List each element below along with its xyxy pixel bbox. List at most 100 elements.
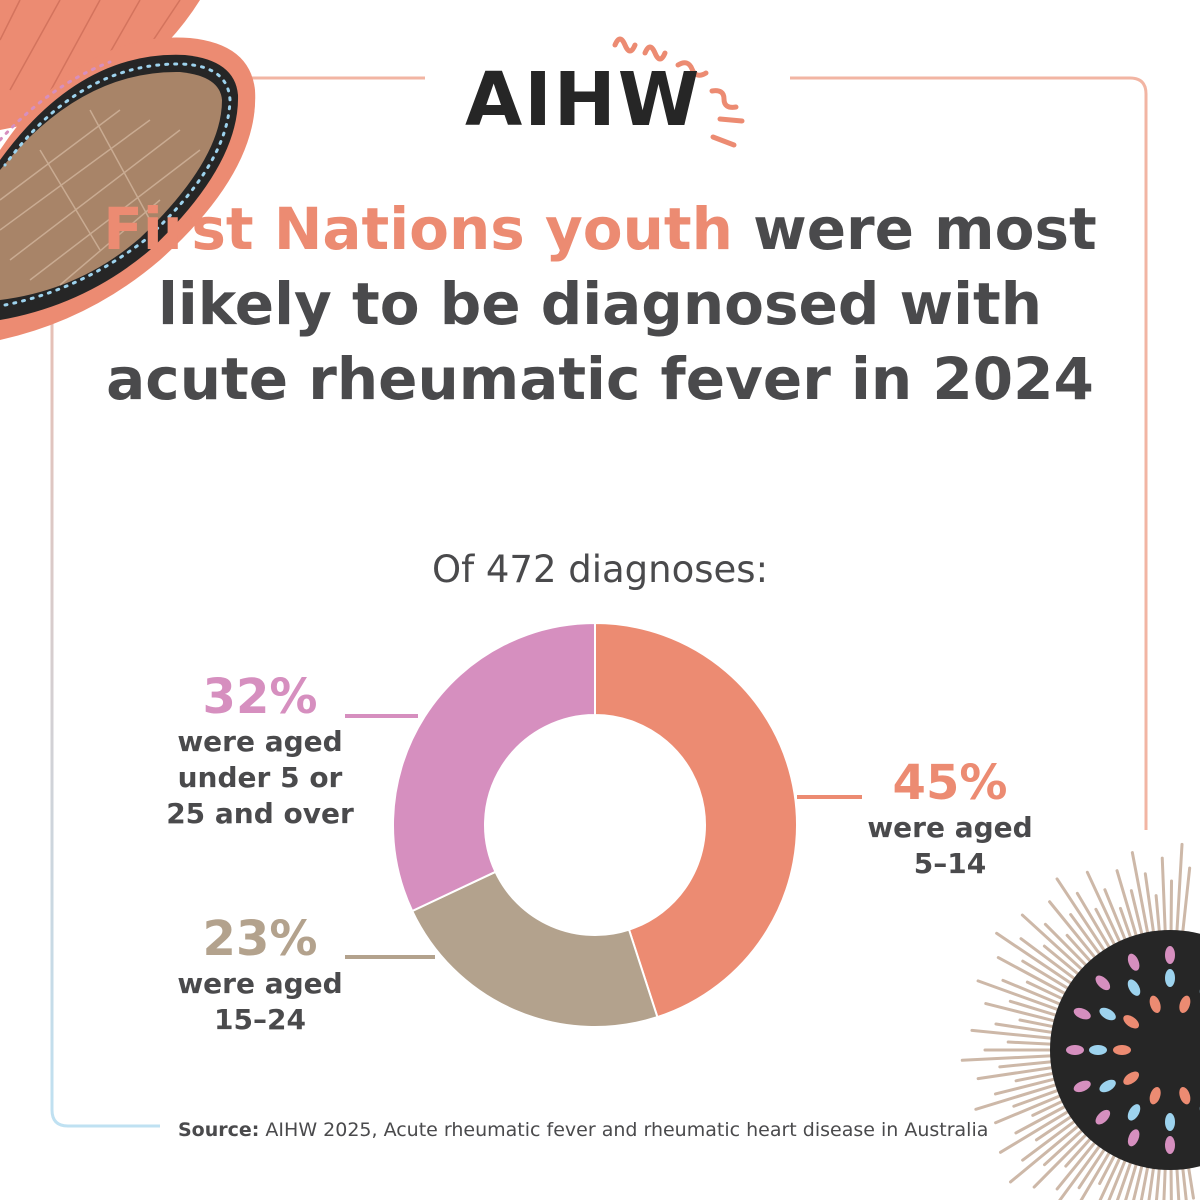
decorative-spike [1107, 1155, 1129, 1200]
label-age-5-14: 45% were aged 5–14 [840, 756, 1060, 882]
decorative-spike [1058, 1141, 1104, 1200]
decorative-dot [1099, 1079, 1116, 1093]
decorative-spike [974, 1082, 1062, 1111]
decorative-spike [1034, 1112, 1077, 1142]
decorative-spike [1008, 999, 1062, 1018]
aihw-logo: AIHW [430, 15, 770, 155]
decorative-spike [1043, 1126, 1087, 1167]
decorative-spike [996, 956, 1071, 998]
decorative-spike [1025, 980, 1068, 1003]
decorative-dot [1095, 1109, 1111, 1125]
decorative-spike [1115, 1157, 1134, 1200]
decorative-spike [1064, 1134, 1095, 1168]
decorative-spike [1055, 1137, 1099, 1191]
decorative-spike [960, 1054, 1057, 1062]
decorative-dot [1066, 1045, 1084, 1055]
source-label: Source: [178, 1119, 260, 1141]
decorative-spike [1124, 1158, 1139, 1200]
decorative-dot [1127, 979, 1141, 996]
decorative-spike [1180, 1162, 1188, 1200]
decorative-spike [1154, 894, 1162, 937]
decorative-spike [1032, 1130, 1091, 1189]
decorative-spike [1069, 913, 1104, 959]
decorative-dot [1095, 975, 1111, 991]
decorative-spike [1085, 870, 1124, 948]
decorative-spike [1186, 1162, 1195, 1200]
decorative-dot [1123, 1015, 1140, 1029]
decorative-spike [1098, 1152, 1124, 1200]
decorative-spike [1169, 1163, 1173, 1200]
decorative-spike [984, 1002, 1060, 1024]
decorative-spike [1180, 866, 1192, 938]
decorative-spike [1020, 913, 1087, 974]
decorative-spike [1160, 856, 1167, 937]
headline-rest: were most likely to be diagnosed with ac… [106, 195, 1097, 413]
decorative-spike [1006, 1040, 1057, 1046]
decorative-artwork-bottom-right [960, 842, 1200, 1200]
pct-label-under5-25plus: 32% [202, 669, 318, 725]
decorative-spike [976, 979, 1064, 1013]
pct-label-15-24: 23% [202, 911, 318, 967]
decorative-spike [1019, 937, 1080, 983]
decorative-spike [1042, 944, 1083, 979]
decorative-dot [1149, 1086, 1161, 1105]
desc-label-under5-25plus: were aged under 5 or 25 and over [166, 725, 354, 830]
decorative-spike [1021, 959, 1074, 993]
slice-age-15-24 [410, 870, 659, 1028]
decorative-spike [1031, 1097, 1068, 1117]
decorative-spike [1154, 1163, 1162, 1200]
decorative-spike [998, 1059, 1058, 1069]
logo-rays-icon [612, 36, 745, 148]
decorative-spike [1103, 888, 1129, 945]
decorative-dot [1165, 969, 1175, 987]
desc-label-15-24: were aged 15–24 [177, 967, 343, 1036]
decorative-spike [1162, 1163, 1167, 1200]
decorative-spike [1077, 1144, 1109, 1190]
decorative-spike [994, 1022, 1058, 1035]
decorative-dot [1099, 1007, 1116, 1021]
logo-text: AIHW [465, 57, 702, 143]
decorative-spike [1075, 891, 1113, 953]
decorative-dot [1179, 995, 1191, 1014]
decorative-dot [1179, 1086, 1191, 1105]
decorative-dot [1149, 995, 1161, 1014]
decorative-spike [1079, 1147, 1113, 1200]
decorative-spike [1065, 933, 1095, 966]
decorative-spike [1094, 907, 1118, 950]
desc-label-5-14: were aged 5–14 [867, 811, 1033, 880]
decorative-spike [994, 1092, 1066, 1125]
decorative-spike [1012, 1087, 1064, 1108]
decorative-spike [1118, 906, 1134, 943]
decorative-spike [995, 931, 1077, 988]
decorative-spike [1014, 1071, 1059, 1083]
decorative-dot [1165, 1113, 1175, 1131]
decorative-spike [1129, 889, 1145, 940]
decorative-spike [1055, 877, 1109, 956]
headline: First Nations youth were most likely to … [100, 192, 1100, 417]
decorative-artwork-top-left [0, 0, 256, 340]
label-age-15-24: 23% were aged 15–24 [150, 912, 370, 1038]
source-text: AIHW 2025, Acute rheumatic fever and rhe… [259, 1119, 989, 1141]
pct-label-5-14: 45% [892, 755, 1008, 811]
decorative-dot [1089, 1045, 1107, 1055]
label-age-under5-25plus: 32% were aged under 5 or 25 and over [150, 670, 370, 832]
decorative-dot [1127, 1129, 1140, 1147]
headline-highlight: First Nations youth [103, 195, 733, 263]
decorative-spike [1139, 1161, 1150, 1200]
decorative-spike [1048, 900, 1099, 963]
decorative-dot [1165, 946, 1175, 964]
source-note: Source: AIHW 2025, Acute rheumatic fever… [178, 1119, 988, 1141]
decorative-spike [1001, 978, 1066, 1008]
decorative-dot [1123, 1071, 1140, 1085]
decorative-spike [1043, 922, 1091, 970]
decorative-spike [1009, 1121, 1083, 1184]
slice-age-5-14 [594, 621, 798, 1019]
chart-title: Of 472 diagnoses: [431, 548, 769, 591]
decorative-dot [1113, 1045, 1131, 1055]
decorative-dot [1073, 1007, 1091, 1020]
decorative-spike [1130, 851, 1150, 939]
decorative-spike [976, 1065, 1058, 1081]
decorative-spike [1021, 1117, 1080, 1162]
decorative-spike [1115, 869, 1139, 942]
